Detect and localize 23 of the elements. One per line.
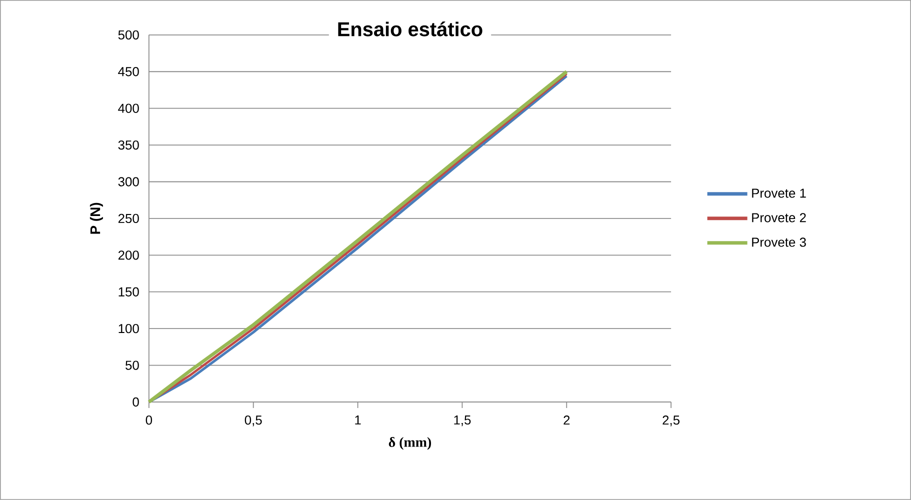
x-tick-label: 2 xyxy=(564,416,570,425)
chart-title: Ensaio estático xyxy=(338,22,482,36)
y-tick-label: 350 xyxy=(118,140,139,150)
y-tick-label: 450 xyxy=(118,67,139,76)
x-tick-label: 2,5 xyxy=(662,416,680,426)
y-tick-label: 150 xyxy=(118,287,139,296)
legend-label: Provete 1 xyxy=(752,188,806,198)
y-axis-title: P (N) xyxy=(90,202,103,234)
y-tick-label: 500 xyxy=(118,30,139,40)
y-tick-label: 400 xyxy=(118,104,139,113)
x-tick-label: 1 xyxy=(355,416,361,424)
legend-label: Provete 3 xyxy=(752,238,806,247)
x-tick-label: 0,5 xyxy=(244,416,262,426)
y-tick-label: 300 xyxy=(118,177,139,186)
x-tick-label: 0 xyxy=(146,416,152,425)
y-tick-label: 50 xyxy=(126,360,139,370)
y-tick-label: 0 xyxy=(132,397,139,407)
y-tick-label: 100 xyxy=(118,324,139,334)
x-axis-title: δ (mm) xyxy=(388,437,432,450)
y-tick-label: 250 xyxy=(118,214,139,224)
y-tick-label: 200 xyxy=(118,250,139,260)
legend-label: Provete 2 xyxy=(752,213,806,222)
x-tick-label: 1,5 xyxy=(454,416,471,426)
